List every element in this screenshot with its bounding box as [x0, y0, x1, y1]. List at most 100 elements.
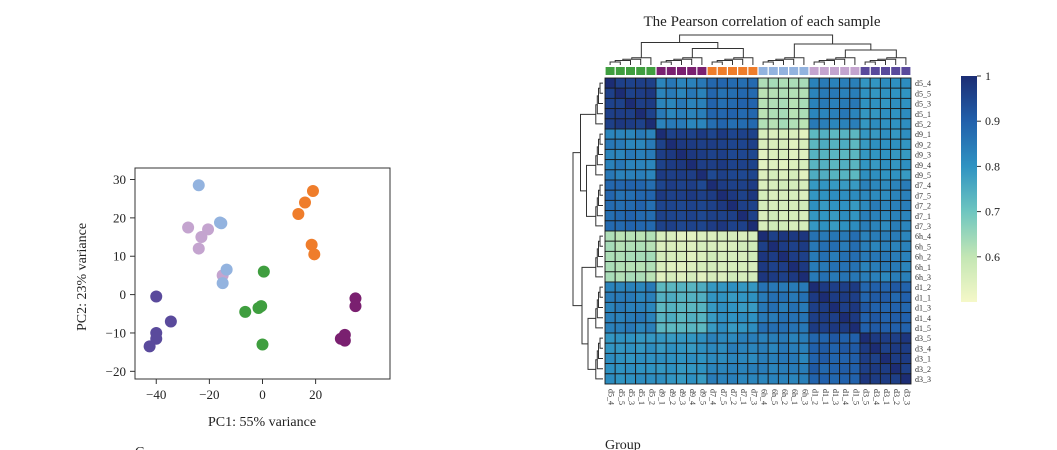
heatmap-cell: [798, 138, 810, 150]
heatmap-cell: [788, 342, 800, 354]
heatmap-cell: [706, 230, 718, 242]
heatmap-cell: [686, 352, 698, 365]
heatmap-cell: [747, 301, 759, 314]
heatmap-cell: [859, 138, 871, 150]
row-label: d3_5: [915, 334, 931, 343]
heatmap-cell: [879, 230, 892, 242]
heatmap-cell: [879, 332, 892, 344]
heatmap-cell: [798, 301, 810, 314]
heatmap-cell: [818, 87, 830, 99]
heatmap-cell: [839, 87, 851, 99]
heatmap-cell: [645, 250, 657, 263]
column-label: d7_1: [739, 389, 748, 405]
heatmap-cell: [624, 230, 637, 242]
heatmap-cell: [808, 301, 820, 314]
heatmap-cell: [675, 210, 688, 222]
dendrogram-branch: [599, 82, 603, 94]
row-label: d3_2: [915, 365, 931, 374]
heatmap-cell: [635, 138, 647, 150]
heatmap-cell: [828, 230, 841, 242]
heatmap-cell: [675, 148, 688, 161]
heatmap-cell: [818, 148, 830, 161]
heatmap-cell: [716, 332, 728, 344]
heatmap-cell: [777, 271, 790, 283]
heatmap-cell: [828, 220, 841, 232]
heatmap-cell: [808, 261, 820, 273]
heatmap-cell: [849, 250, 861, 263]
heatmap-cell: [614, 301, 626, 314]
heatmap-cell: [828, 312, 841, 324]
heatmap-cell: [675, 230, 688, 242]
heatmap-cell: [665, 291, 677, 303]
heatmap-cell: [655, 250, 667, 263]
heatmap-cell: [869, 148, 881, 161]
colorbar: [961, 76, 977, 302]
heatmap-cell: [737, 363, 749, 375]
heatmap-cell: [818, 210, 830, 222]
row-label: d9_4: [915, 161, 931, 170]
heatmap-cell: [655, 159, 667, 171]
heatmap-cell: [879, 87, 892, 99]
point-d3: [150, 290, 163, 303]
heatmap-cell: [900, 250, 912, 263]
group-color-cell: [605, 67, 615, 75]
heatmap-cell: [859, 169, 871, 181]
heatmap-cell: [737, 169, 749, 181]
heatmap-cell: [859, 97, 871, 110]
heatmap-cell: [869, 363, 881, 375]
heatmap-cell: [890, 230, 902, 242]
row-label: d9_5: [915, 171, 931, 180]
heatmap-cell: [757, 138, 769, 150]
column-label: d3_3: [902, 389, 911, 405]
heatmap-cell: [859, 342, 871, 354]
heatmap-cell: [777, 108, 790, 120]
heatmap-cell: [655, 189, 667, 201]
heatmap-cell: [757, 240, 769, 252]
heatmap-cell: [859, 281, 871, 293]
heatmap-cell: [655, 210, 667, 222]
heatmap-cell: [696, 352, 708, 365]
heatmap-cell: [757, 108, 769, 120]
heatmap-cell: [828, 179, 841, 191]
heatmap-cell: [696, 250, 708, 263]
heatmap-cell: [808, 189, 820, 201]
y-tick-label: 10: [113, 249, 126, 264]
heatmap-cell: [604, 87, 616, 99]
heatmap-cell: [706, 77, 718, 89]
heatmap-cell: [808, 210, 820, 222]
heatmap-cell: [828, 373, 841, 385]
colorbar-tick-label: 0.7: [985, 205, 1000, 219]
group-color-cell: [870, 67, 880, 75]
heatmap-cell: [777, 281, 790, 293]
heatmap-cell: [686, 97, 698, 110]
group-color-cell: [636, 67, 646, 75]
column-label: d3_4: [872, 389, 881, 405]
heatmap-cell: [798, 342, 810, 354]
heatmap-cell: [757, 128, 769, 140]
column-label: d5_3: [627, 389, 636, 405]
heatmap-cell: [716, 128, 728, 140]
heatmap-cell: [890, 322, 902, 334]
heatmap-cell: [808, 148, 820, 161]
heatmap-cell: [716, 352, 728, 365]
heatmap-cell: [767, 118, 779, 130]
dendrogram-branch: [818, 60, 835, 65]
heatmap-cell: [655, 373, 667, 385]
heatmap-cell: [839, 118, 851, 130]
group-color-cell: [779, 67, 788, 75]
heatmap-cell: [818, 240, 830, 252]
heatmap-cell: [798, 220, 810, 232]
heatmap-cell: [747, 240, 759, 252]
heatmap-cell: [737, 230, 749, 242]
y-tick-label: −10: [106, 325, 126, 340]
heatmap-cell: [737, 138, 749, 150]
group-color-cell: [697, 67, 707, 75]
heatmap-cell: [716, 148, 728, 161]
heatmap-cell: [675, 189, 688, 201]
heatmap-cell: [890, 363, 902, 375]
heatmap-cell: [788, 169, 800, 181]
heatmap-cell: [828, 148, 841, 161]
heatmap-cell: [665, 250, 677, 263]
heatmap-cell: [798, 322, 810, 334]
heatmap-cell: [675, 342, 688, 354]
